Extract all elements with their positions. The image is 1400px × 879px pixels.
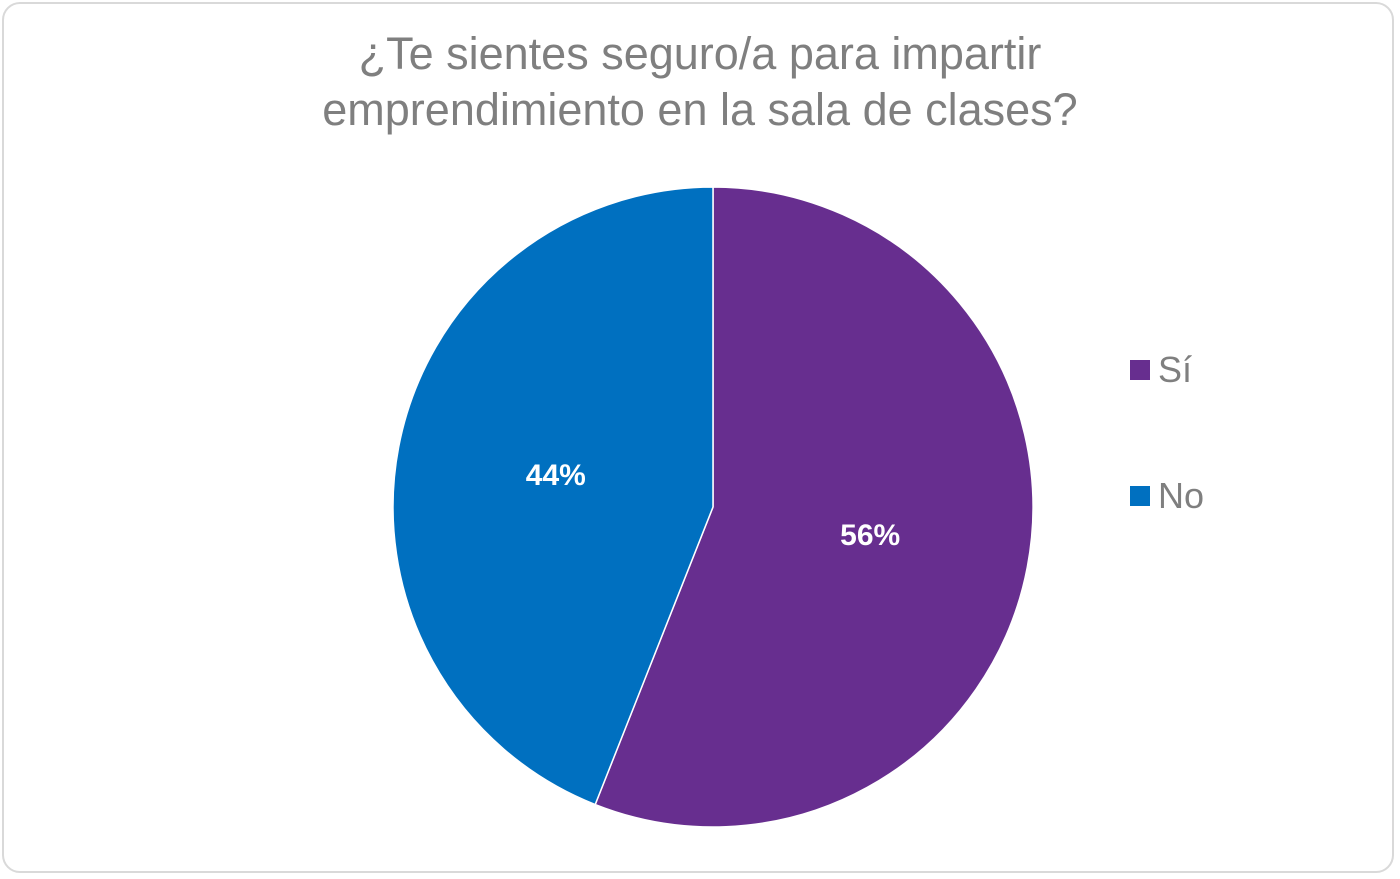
chart-title-line-2: emprendimiento en la sala de clases? [322,84,1078,135]
pie-slice-si [594,186,1034,828]
chart-title-line-1: ¿Te sientes seguro/a para impartir [358,28,1042,79]
data-label-no: 44% [526,459,586,492]
chart-legend: Sí No [1130,345,1204,597]
legend-label-no: No [1158,475,1205,516]
pie-slice-no [392,186,714,806]
data-label-si: 56% [840,519,900,552]
legend-label-si: Sí [1158,349,1193,390]
legend-swatch-no [1130,486,1150,506]
legend-item-si: Sí [1130,345,1204,395]
legend-swatch-si [1130,360,1150,380]
legend-item-no: No [1130,471,1204,521]
chart-title: ¿Te sientes seguro/a para impartir empre… [0,26,1400,138]
